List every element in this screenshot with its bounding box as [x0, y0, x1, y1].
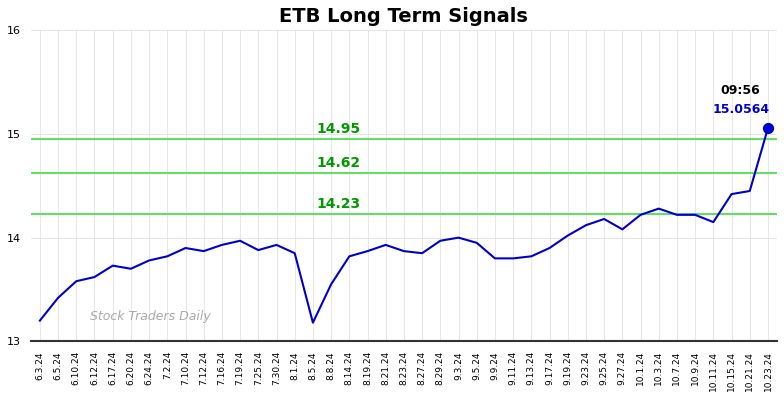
Text: 14.62: 14.62 [317, 156, 361, 170]
Text: Stock Traders Daily: Stock Traders Daily [90, 310, 211, 323]
Point [762, 125, 775, 131]
Title: ETB Long Term Signals: ETB Long Term Signals [279, 7, 528, 26]
Text: 09:56: 09:56 [720, 84, 760, 97]
Text: 14.95: 14.95 [317, 122, 361, 136]
Text: 14.23: 14.23 [317, 197, 361, 211]
Text: 15.0564: 15.0564 [712, 103, 769, 116]
